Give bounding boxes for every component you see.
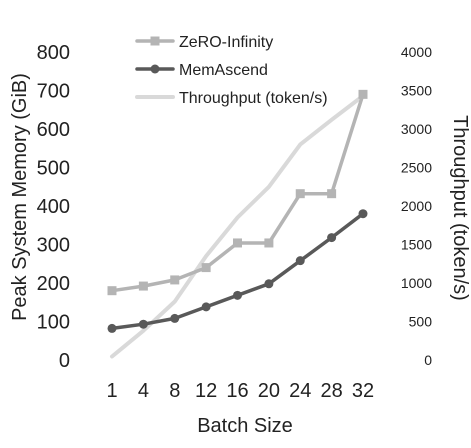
y-tick-label: 500 bbox=[37, 158, 70, 180]
data-point bbox=[358, 89, 368, 99]
data-point bbox=[233, 238, 242, 248]
x-tick-label: 20 bbox=[258, 380, 280, 402]
series-line-throughput-token-s bbox=[110, 93, 365, 359]
legend-item: Throughput (token/s) bbox=[135, 90, 328, 107]
legend: ZeRO-Infinity MemAscend Throughput (token/… bbox=[135, 34, 328, 107]
left-axis-ticks: 0 100 200 300 400 500 600 700 800 bbox=[37, 42, 70, 372]
data-point bbox=[201, 263, 211, 273]
y-tick-label: 600 bbox=[37, 119, 70, 141]
data-point bbox=[107, 323, 117, 333]
y2-tick-label: 4000 bbox=[401, 44, 432, 60]
y2-tick-label: 2500 bbox=[401, 160, 432, 176]
legend-label: Throughput (token/s) bbox=[179, 90, 328, 107]
x-tick-label: 32 bbox=[352, 380, 374, 402]
x-tick-label: 16 bbox=[226, 380, 248, 402]
y2-tick-label: 1000 bbox=[401, 275, 432, 291]
data-point bbox=[327, 233, 337, 243]
data-point bbox=[295, 189, 305, 199]
right-axis-ticks: 0 500 1000 1500 2000 2500 3000 3500 4000 bbox=[401, 44, 432, 368]
y-tick-label: 200 bbox=[37, 273, 70, 295]
y-axis-title: Peak System Memory (GiB) bbox=[9, 73, 31, 321]
y-tick-label: 800 bbox=[37, 42, 70, 64]
data-point bbox=[358, 209, 368, 219]
data-point bbox=[170, 313, 180, 323]
data-point bbox=[170, 275, 180, 285]
x-axis-ticks: 1 4 8 12 16 20 24 28 32 bbox=[106, 380, 374, 402]
series-line-memascend bbox=[110, 211, 365, 331]
y-tick-label: 400 bbox=[37, 196, 70, 218]
x-tick-label: 12 bbox=[195, 380, 217, 402]
y2-axis-title: Throughput (token/s) bbox=[449, 115, 471, 301]
legend-item: MemAscend bbox=[135, 62, 268, 79]
y2-tick-label: 500 bbox=[409, 314, 433, 330]
legend-label: MemAscend bbox=[179, 62, 268, 79]
x-tick-label: 8 bbox=[169, 380, 180, 402]
data-point bbox=[264, 238, 274, 248]
x-tick-label: 28 bbox=[321, 380, 343, 402]
y-tick-label: 700 bbox=[37, 81, 70, 103]
data-point bbox=[138, 281, 148, 291]
y2-tick-label: 0 bbox=[424, 352, 432, 368]
y-tick-label: 300 bbox=[37, 235, 70, 257]
x-tick-label: 1 bbox=[106, 380, 117, 402]
data-point bbox=[201, 302, 211, 312]
y2-tick-label: 3500 bbox=[401, 83, 432, 99]
legend-item: ZeRO-Infinity bbox=[135, 34, 273, 51]
data-point bbox=[233, 290, 242, 300]
y2-tick-label: 2000 bbox=[401, 198, 432, 214]
data-point bbox=[327, 189, 337, 199]
plot-area bbox=[107, 89, 368, 359]
x-axis-title: Batch Size bbox=[197, 415, 293, 437]
data-point bbox=[264, 279, 274, 289]
legend-marker bbox=[150, 64, 160, 74]
legend-marker bbox=[150, 36, 160, 46]
x-tick-label: 24 bbox=[289, 380, 311, 402]
y-tick-label: 0 bbox=[59, 350, 70, 372]
y2-tick-label: 3000 bbox=[401, 121, 432, 137]
data-point bbox=[295, 256, 305, 266]
data-point bbox=[107, 286, 117, 296]
y-tick-label: 100 bbox=[37, 312, 70, 334]
legend-label: ZeRO-Infinity bbox=[179, 34, 273, 51]
x-tick-label: 4 bbox=[138, 380, 149, 402]
data-point bbox=[138, 319, 148, 329]
y2-tick-label: 1500 bbox=[401, 237, 432, 253]
